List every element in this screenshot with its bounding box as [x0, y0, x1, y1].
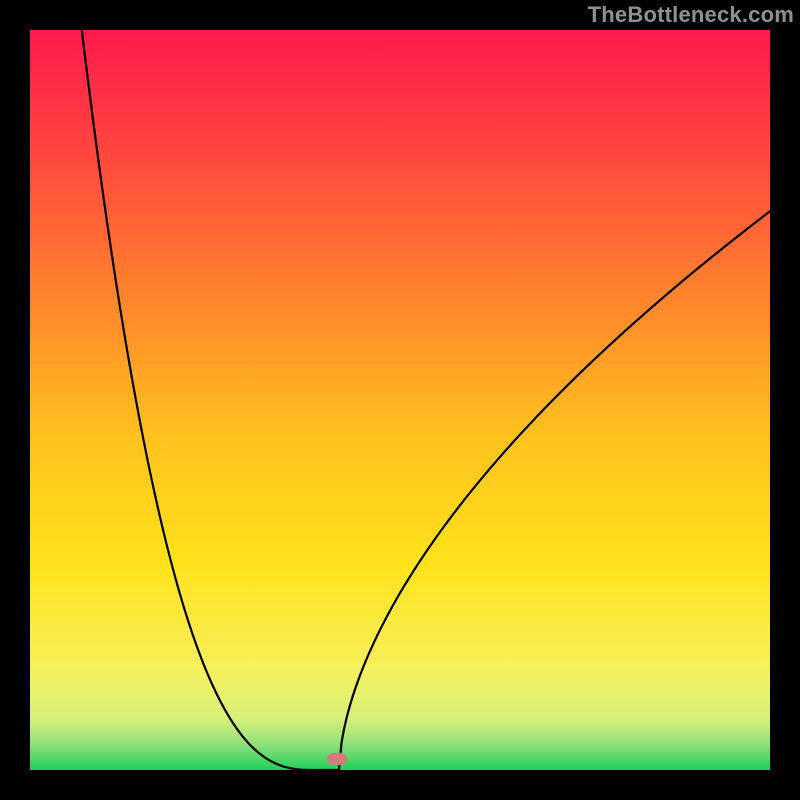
watermark-text: TheBottleneck.com [588, 2, 794, 28]
chart-root: TheBottleneck.com [0, 0, 800, 800]
chart-svg [0, 0, 800, 800]
minimum-marker [327, 753, 347, 765]
plot-background [30, 30, 770, 770]
